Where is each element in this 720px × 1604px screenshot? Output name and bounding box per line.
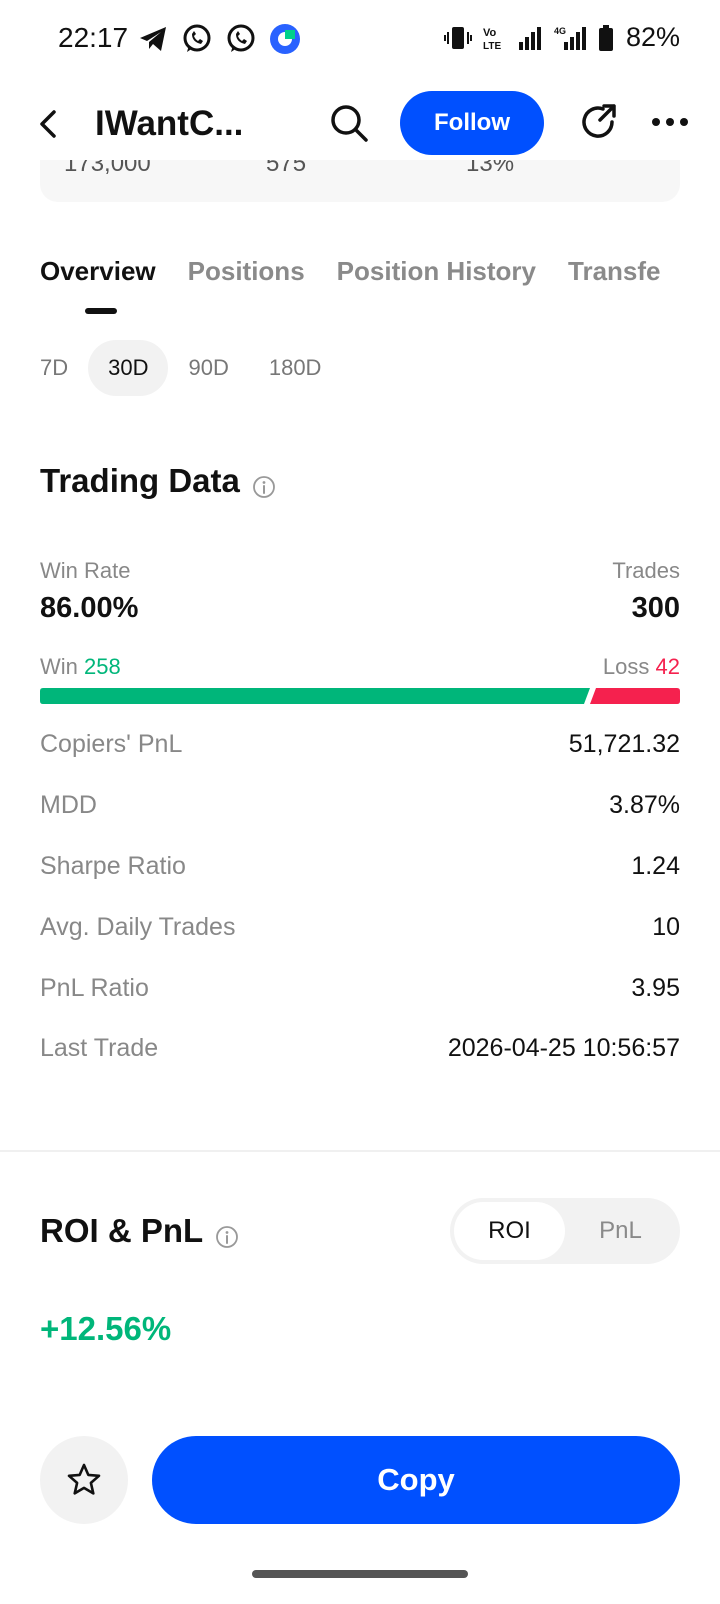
trades-value: 300: [631, 592, 680, 624]
stat-label: Last Trade: [40, 1033, 159, 1062]
status-time: 22:17: [58, 22, 129, 53]
top-nav-bar: IWantC... Follow: [0, 84, 720, 164]
roi-pnl-heading: ROI & PnL: [40, 1212, 239, 1250]
summary-card-value: 13%: [466, 160, 515, 177]
stat-row-pnl-ratio: PnL Ratio 3.95: [40, 968, 680, 1008]
svg-text:4G: 4G: [554, 26, 566, 36]
favorite-button[interactable]: [40, 1436, 128, 1524]
stat-row-mdd: MDD 3.87%: [40, 785, 680, 825]
loss-label-text: Loss: [602, 654, 650, 679]
svg-text:LTE: LTE: [483, 41, 501, 52]
search-button[interactable]: [326, 100, 372, 146]
tab-overview[interactable]: Overview: [40, 256, 156, 286]
win-rate-label: Win Rate: [40, 558, 131, 583]
win-bar-segment: [40, 688, 590, 704]
info-icon[interactable]: [215, 1219, 239, 1248]
win-rate-value: 86.00%: [40, 592, 139, 624]
home-indicator[interactable]: [252, 1570, 468, 1578]
star-icon: [67, 1463, 101, 1495]
period-selector: 7D 30D 90D 180D: [40, 340, 341, 396]
trading-data-heading: Trading Data: [40, 462, 276, 500]
trader-name: IWantC...: [95, 104, 244, 143]
more-icon: [652, 118, 688, 126]
trades-label: Trades: [612, 558, 680, 583]
win-loss-ratio-bar: [40, 688, 680, 704]
tab-transfers[interactable]: Transfe: [568, 256, 661, 286]
4g-signal-icon: 4G: [554, 24, 588, 52]
back-button[interactable]: [30, 102, 70, 146]
stat-row-last-trade: Last Trade 2026-04-25 10:56:57: [40, 1028, 680, 1068]
stat-label: MDD: [40, 790, 97, 819]
status-bar: 22:17 Vo LTE 4G 82%: [0, 0, 720, 80]
stat-value: 1.24: [631, 851, 680, 880]
more-options-button[interactable]: [648, 104, 692, 140]
follow-button[interactable]: Follow: [400, 91, 544, 155]
summary-card-value: 575: [266, 160, 307, 177]
whatsapp-icon: [224, 22, 258, 56]
period-30d[interactable]: 30D: [88, 340, 169, 396]
whatsapp-icon: [180, 22, 214, 56]
trading-data-title: Trading Data: [40, 462, 240, 499]
vibrate-icon: [443, 24, 472, 52]
status-app-icons: [136, 22, 302, 56]
stat-value: 2026-04-25 10:56:57: [447, 1033, 680, 1062]
win-label-text: Win: [40, 654, 78, 679]
back-icon: [40, 110, 56, 138]
app-icon: [268, 22, 302, 56]
tab-positions[interactable]: Positions: [187, 256, 305, 286]
loss-bar-segment: [590, 688, 680, 704]
share-button[interactable]: [576, 100, 622, 146]
section-divider: [0, 1150, 720, 1152]
stat-value: 10: [652, 912, 680, 941]
roi-pnl-title: ROI & PnL: [40, 1212, 204, 1249]
telegram-icon: [136, 22, 170, 56]
loss-count-label: Loss 42: [603, 654, 680, 680]
stat-row-copiers-pnl: Copiers' PnL 51,721.32: [40, 724, 680, 764]
stat-label: Avg. Daily Trades: [40, 912, 236, 941]
stat-value: 3.95: [631, 973, 680, 1002]
toggle-pnl[interactable]: PnL: [599, 1217, 642, 1244]
tab-position-history[interactable]: Position History: [336, 256, 537, 286]
period-180d[interactable]: 180D: [268, 355, 322, 380]
stat-label: PnL Ratio: [40, 973, 149, 1002]
battery-icon: [598, 24, 614, 52]
share-icon: [582, 104, 616, 138]
stat-label: Sharpe Ratio: [40, 851, 186, 880]
loss-count: 42: [655, 654, 680, 679]
stat-value: 51,721.32: [568, 729, 680, 758]
section-tabs: Overview Positions Position History Tran…: [40, 256, 720, 316]
battery-percentage: 82%: [625, 22, 680, 52]
search-icon: [331, 105, 368, 142]
stat-row-sharpe-ratio: Sharpe Ratio 1.24: [40, 846, 680, 886]
summary-card-clipped: 173,000 575 13%: [40, 160, 680, 202]
volte-icon: Vo LTE: [482, 24, 508, 52]
win-count: 258: [84, 654, 121, 679]
copy-button[interactable]: Copy: [152, 1436, 680, 1524]
info-icon[interactable]: [252, 469, 276, 498]
toggle-roi[interactable]: ROI: [454, 1202, 565, 1260]
roi-pnl-toggle: ROI PnL: [450, 1198, 680, 1264]
summary-card-value: 173,000: [64, 160, 151, 177]
roi-value: +12.56%: [40, 1310, 172, 1347]
stat-value: 3.87%: [609, 790, 680, 819]
period-90d[interactable]: 90D: [188, 355, 229, 380]
stat-label: Copiers' PnL: [40, 729, 183, 758]
signal-icon: [518, 24, 544, 52]
period-7d[interactable]: 7D: [40, 355, 69, 380]
stat-row-avg-daily-trades: Avg. Daily Trades 10: [40, 907, 680, 947]
active-tab-indicator: [85, 308, 117, 314]
win-count-label: Win 258: [40, 654, 121, 680]
status-system-icons: Vo LTE 4G 82%: [443, 22, 680, 53]
svg-text:Vo: Vo: [483, 27, 497, 39]
